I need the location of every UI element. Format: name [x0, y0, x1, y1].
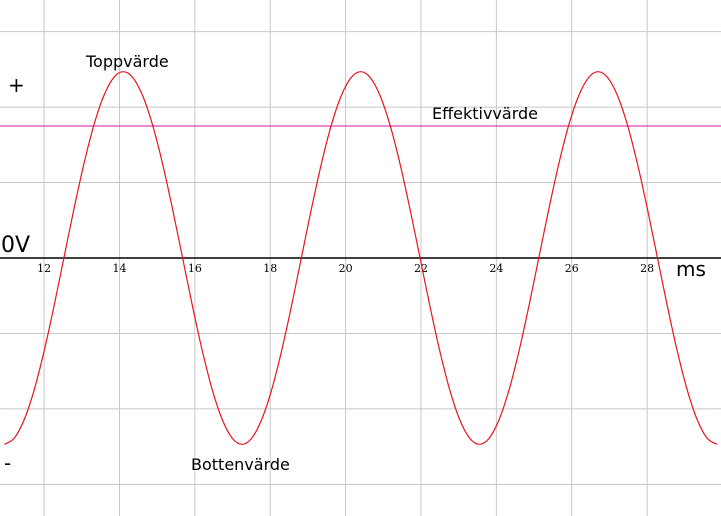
plus-label: + [8, 73, 25, 97]
x-tick-label: 20 [339, 262, 353, 275]
effective-label: Effektivvärde [432, 104, 538, 123]
zero-label: 0V [1, 233, 30, 258]
peak-label: Toppvärde [85, 52, 169, 71]
x-tick-label: 12 [37, 262, 51, 275]
x-tick-label: 18 [263, 262, 277, 275]
wave [4, 71, 718, 445]
x-tick-label: 26 [565, 262, 579, 275]
x-axis-label: ms [676, 257, 706, 281]
minus-label: - [4, 451, 11, 475]
x-tick-label: 16 [188, 262, 202, 275]
trough-label: Bottenvärde [191, 455, 290, 474]
x-tick-label: 24 [489, 262, 503, 275]
x-tick-label: 22 [414, 262, 428, 275]
x-tick-label: 28 [640, 262, 654, 275]
x-tick-label: 14 [112, 262, 126, 275]
